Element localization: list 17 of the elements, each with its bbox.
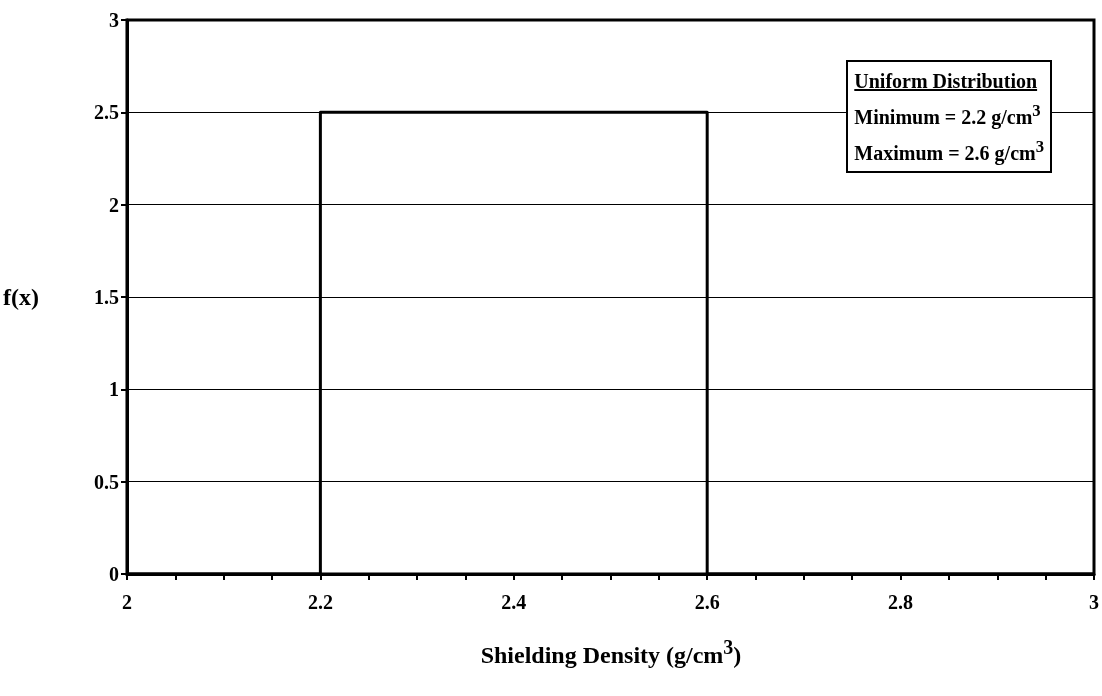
y-tick-label: 3: [108, 9, 119, 31]
annotation: Maximum = 2.6 g/cm$^{3}$: [854, 135, 1044, 167]
y-tick-label: 2.5: [93, 101, 119, 124]
x-tick-label: 2.4: [501, 591, 527, 613]
y-tick-label: 0: [108, 563, 119, 585]
x-tick-label: 2.2: [307, 591, 333, 613]
y-tick-label: 1: [108, 378, 119, 401]
y-axis-title: f(x): [2, 284, 39, 310]
x-axis-title: Shielding Density (g/cm$^{3}$): [479, 636, 743, 669]
x-tick-label: 2.6: [694, 591, 720, 613]
annotation: Uniform Distribution: [854, 69, 1039, 94]
annotation: Minimum = 2.2 g/cm$^{3}$: [854, 100, 1042, 131]
y-tick-label: 2: [108, 193, 119, 216]
x-tick-label: 2.8: [888, 591, 914, 613]
y-tick-label: 1.5: [93, 286, 119, 308]
x-tick-label: 3: [1089, 591, 1099, 613]
y-tick-label: 0.5: [93, 470, 119, 493]
